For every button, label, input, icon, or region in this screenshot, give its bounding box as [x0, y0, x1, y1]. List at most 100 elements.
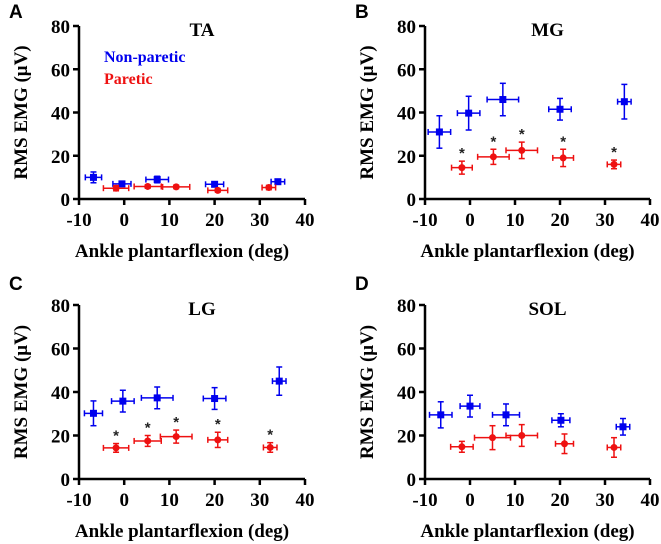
marker-square: [499, 96, 507, 104]
x-tick-label: -10: [66, 490, 91, 511]
marker-circle: [214, 436, 222, 444]
legend: Non-paretic Paretic: [104, 49, 185, 88]
marker-circle: [112, 444, 120, 452]
x-axis-label: Ankle plantarflexion (deg): [420, 241, 634, 262]
data-point: [110, 389, 135, 413]
panel-letter: B: [355, 2, 369, 23]
data-point: [491, 403, 521, 427]
data-point: [145, 175, 170, 184]
x-tick-label: 20: [205, 490, 224, 511]
marker-square: [465, 109, 473, 117]
significance-marker: *: [459, 145, 465, 162]
marker-square: [119, 397, 127, 405]
x-axis-label: Ankle plantarflexion (deg): [75, 521, 289, 542]
data-point: [486, 82, 520, 117]
x-tick-label: 30: [596, 210, 615, 231]
data-point: [83, 400, 104, 427]
x-tick-label: 0: [119, 210, 129, 231]
x-tick-label: 40: [641, 490, 660, 511]
y-axis-label: RMS EMG (μV): [357, 325, 378, 459]
marker-circle: [561, 440, 568, 448]
data-point: [449, 440, 474, 453]
x-tick-label: 20: [205, 210, 224, 231]
x-tick-label: -10: [66, 210, 91, 231]
marker-circle: [518, 432, 526, 439]
data-point: [270, 178, 286, 186]
significance-marker: *: [145, 420, 151, 437]
series-non-paretic: [84, 171, 286, 188]
y-tick-label: 20: [51, 147, 70, 168]
marker-square: [153, 394, 161, 402]
marker-square: [89, 173, 97, 181]
series-non-paretic: [427, 82, 632, 149]
significance-marker: *: [267, 427, 273, 444]
marker-circle: [214, 186, 222, 194]
data-point: [615, 417, 631, 436]
marker-square: [466, 402, 474, 410]
y-tick-label: 60: [51, 340, 70, 361]
x-tick-label: 0: [465, 210, 475, 231]
data-point: [554, 433, 575, 455]
data-point: [456, 95, 481, 131]
data-point: [161, 183, 191, 191]
marker-circle: [144, 182, 152, 190]
panel-letter: D: [355, 274, 369, 295]
data-point: [261, 184, 277, 192]
marker-square: [502, 411, 510, 419]
x-axis-label: Ankle plantarflexion (deg): [75, 241, 289, 262]
y-tick-label: 60: [51, 60, 70, 81]
marker-square: [620, 98, 628, 106]
y-tick-label: 80: [51, 17, 70, 38]
data-point: [606, 436, 622, 458]
x-tick-label: 20: [551, 210, 570, 231]
y-tick-label: 40: [51, 104, 70, 125]
panel-title: LG: [188, 299, 216, 320]
significance-marker: *: [113, 428, 119, 445]
data-point: *: [207, 416, 229, 449]
marker-circle: [144, 437, 152, 445]
data-point: [204, 180, 225, 188]
marker-circle: [458, 443, 466, 451]
y-tick-label: 80: [51, 296, 70, 317]
series-paretic: [102, 182, 277, 194]
y-axis-label: RMS EMG (μV): [357, 45, 378, 179]
y-tick-label: 20: [397, 147, 416, 168]
data-point: *: [102, 428, 130, 453]
data-point: [140, 386, 174, 410]
y-tick-label: 0: [61, 190, 71, 211]
data-point: [428, 401, 453, 429]
y-tick-label: 0: [61, 470, 71, 491]
series-paretic: * * * * *: [450, 126, 622, 175]
data-point: [459, 394, 481, 418]
data-point: [616, 83, 632, 120]
series-paretic: * * * * *: [102, 414, 278, 453]
y-tick-label: 20: [397, 427, 416, 448]
marker-circle: [172, 433, 180, 441]
marker-circle: [489, 434, 496, 442]
data-point: *: [159, 414, 193, 444]
data-point: [427, 114, 452, 149]
marker-square: [211, 180, 219, 188]
marker-circle: [265, 184, 273, 192]
marker-circle: [559, 154, 567, 162]
y-tick-label: 80: [397, 296, 416, 317]
x-tick-label: -10: [412, 210, 437, 231]
data-point: [102, 184, 130, 192]
marker-circle: [172, 183, 180, 191]
data-point: [548, 97, 572, 121]
y-tick-label: 40: [397, 104, 416, 125]
x-tick-label: 20: [551, 490, 570, 511]
marker-square: [274, 178, 282, 186]
legend-entry: Paretic: [104, 71, 153, 88]
x-tick-label: 10: [160, 210, 179, 231]
marker-square: [435, 128, 443, 136]
data-point: [112, 180, 132, 188]
x-axis-label: Ankle plantarflexion (deg): [420, 521, 634, 542]
x-tick-label: 10: [506, 490, 525, 511]
marker-circle: [489, 153, 497, 161]
data-point: [84, 171, 103, 184]
y-tick-label: 60: [397, 340, 416, 361]
